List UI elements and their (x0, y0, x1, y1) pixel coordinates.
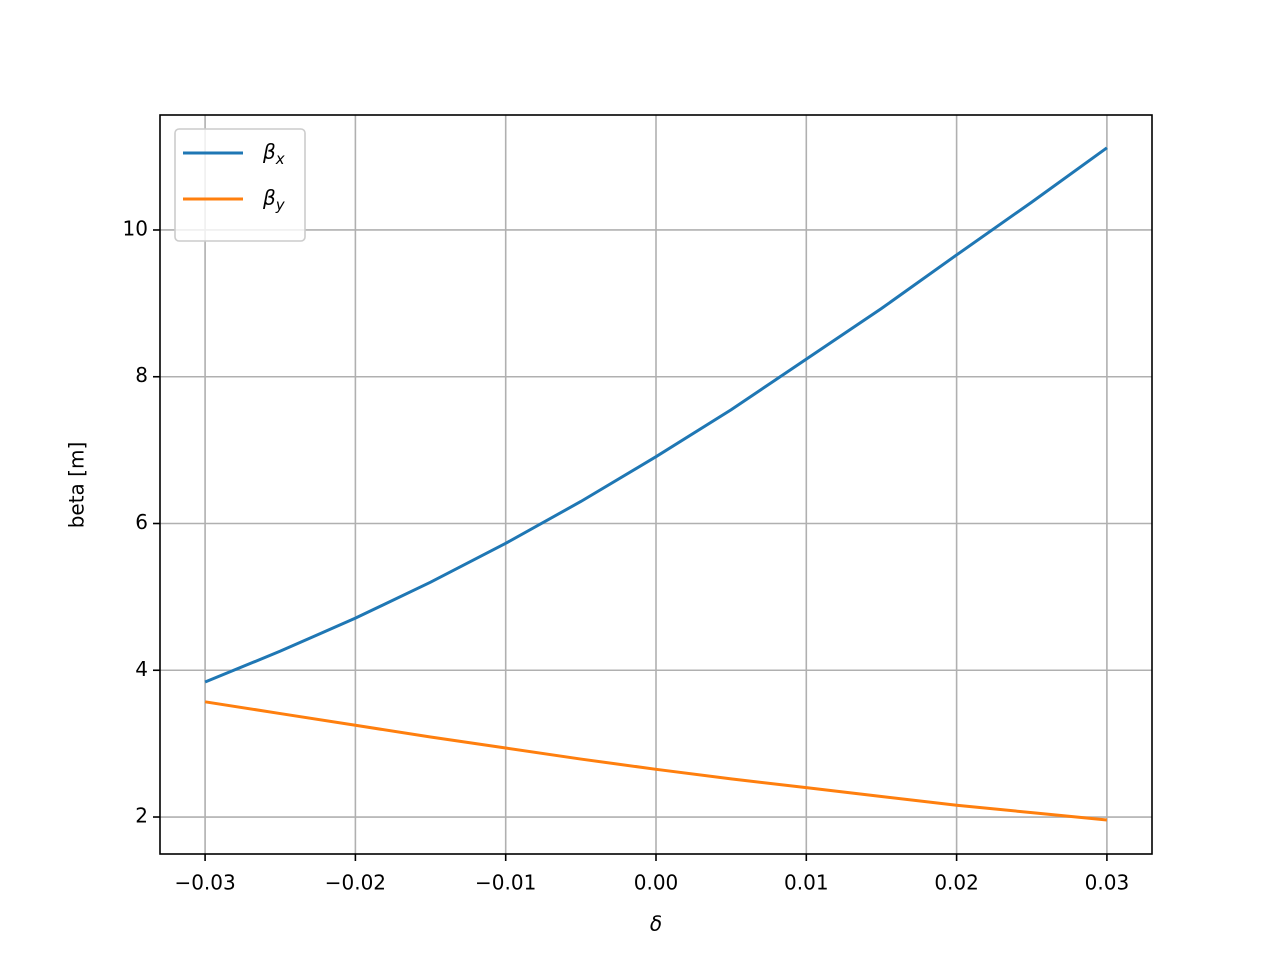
legend-subscript: y (275, 196, 286, 214)
y-tick-label: 2 (135, 804, 148, 828)
x-tick-label: −0.03 (174, 871, 235, 895)
legend-box (174, 128, 306, 242)
x-tick-label: 0.02 (934, 871, 979, 895)
data-line (204, 700, 1108, 822)
x-tick-label: −0.01 (475, 871, 536, 895)
x-tick-label: 0.03 (1085, 871, 1130, 895)
y-tick-label: 6 (135, 510, 148, 534)
y-tick-label: 10 (123, 216, 148, 240)
y-tick-label: 4 (135, 657, 148, 681)
y-tick-label: 8 (135, 363, 148, 387)
x-tick-label: −0.02 (325, 871, 386, 895)
data-line (204, 146, 1108, 684)
x-tick-label: 0.01 (784, 871, 829, 895)
plot-frame (159, 114, 1153, 855)
x-axis-label: δ (650, 912, 662, 936)
x-tick-label: 0.00 (634, 871, 679, 895)
legend-subscript: x (275, 150, 285, 168)
y-axis-label: beta [m] (65, 442, 89, 529)
